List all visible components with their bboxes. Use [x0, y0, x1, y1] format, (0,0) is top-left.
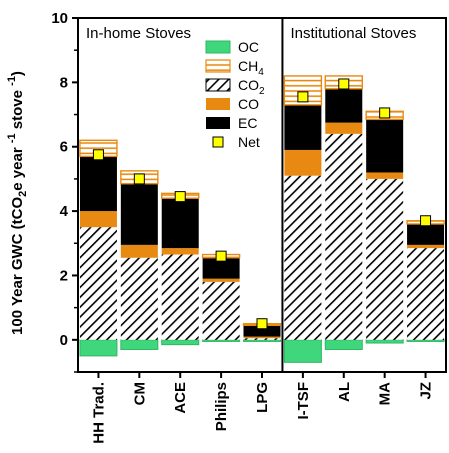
legend-swatch-oc	[205, 40, 231, 54]
bar-oc	[365, 339, 404, 344]
bar-ec	[161, 198, 199, 249]
bar-ch4	[283, 75, 323, 106]
legend-label-co2: CO2	[238, 77, 265, 97]
bars	[79, 75, 445, 363]
y-tick-label: 10	[51, 10, 68, 27]
x-tick-label: HH Trad.	[90, 382, 107, 444]
bar-oc	[406, 339, 445, 342]
bar-oc	[283, 339, 322, 363]
bar-co2	[366, 178, 404, 340]
bar-ec	[407, 223, 445, 245]
legend-swatch-ec	[206, 117, 230, 129]
net-marker	[338, 78, 350, 90]
net-marker	[297, 91, 309, 103]
bar-co	[325, 122, 363, 134]
net-marker	[174, 191, 186, 203]
x-tick-label: I-TSF	[295, 382, 312, 420]
bar-co	[243, 336, 281, 339]
bar-co2	[120, 257, 158, 340]
legend-label-net: Net	[238, 134, 260, 150]
bar-ec	[243, 325, 281, 337]
y-tick-label: 4	[60, 203, 69, 220]
bar-ec	[366, 119, 404, 173]
net-markers	[92, 78, 432, 330]
y-tick-label: 0	[60, 332, 68, 349]
y-tick-label: 2	[60, 267, 68, 284]
bar-co2	[243, 338, 281, 340]
x-tick-label: Philips	[213, 382, 230, 431]
y-axis-title: 100 Year GWC (tCO2e year -1 stove -1)	[6, 71, 29, 335]
legend-label-oc: OC	[238, 39, 259, 55]
bar-oc	[324, 339, 363, 350]
y-axis-label: 100 Year GWC (tCO2e year -1 stove -1)	[6, 71, 29, 335]
legend-label-ec: EC	[238, 115, 257, 131]
bar-oc	[202, 339, 241, 342]
bar-co	[366, 172, 404, 179]
bar-co2	[407, 248, 445, 340]
x-tick-label: MA	[377, 382, 394, 405]
net-marker	[92, 149, 104, 161]
bar-oc	[243, 339, 281, 342]
bar-co	[161, 248, 199, 255]
axes: HH Trad. CM ACE Philips LPG I-TSF AL MA JZ 0 2 4 6 8 1…	[51, 10, 447, 444]
net-marker	[420, 215, 432, 227]
legend-swatch-co2	[205, 78, 231, 92]
x-tick-label: JZ	[418, 382, 435, 400]
x-tick-label: AL	[336, 382, 353, 402]
net-marker	[379, 107, 391, 119]
legend-label-co: CO	[238, 96, 259, 112]
bar-co2	[202, 281, 240, 340]
y-tick-label: 6	[60, 139, 68, 156]
x-tick-label: LPG	[254, 382, 271, 413]
y-tick-label: 8	[60, 74, 68, 91]
bar-ec	[202, 257, 240, 279]
group-labels: In-home Stoves Institutional Stoves	[86, 25, 416, 42]
bar-co	[79, 211, 117, 228]
net-marker	[215, 250, 227, 262]
x-tick-label: CM	[131, 382, 148, 405]
bar-oc	[79, 339, 118, 357]
bar-co2	[79, 227, 117, 340]
bar-ec	[325, 88, 363, 123]
group-label-in-home: In-home Stoves	[86, 25, 191, 42]
legend-label-ch4: CH4	[238, 58, 264, 78]
x-tick-label: ACE	[172, 382, 189, 414]
bar-ec	[120, 183, 158, 245]
legend-swatch-net	[212, 136, 224, 148]
bar-co	[120, 244, 158, 258]
net-marker	[256, 318, 268, 330]
bar-co2	[284, 175, 322, 340]
bar-oc	[161, 339, 200, 346]
bar-co	[284, 149, 322, 176]
legend-swatch-co	[206, 98, 230, 110]
net-marker	[133, 173, 145, 185]
bar-co2	[325, 133, 363, 340]
bar-ec	[284, 104, 322, 150]
bar-ec	[79, 156, 117, 212]
group-label-institutional: Institutional Stoves	[290, 25, 416, 42]
bar-co	[407, 244, 445, 249]
legend-swatch-ch4	[205, 59, 231, 73]
bar-co	[202, 278, 240, 282]
bar-oc	[120, 339, 159, 350]
bar-co2	[161, 254, 199, 340]
